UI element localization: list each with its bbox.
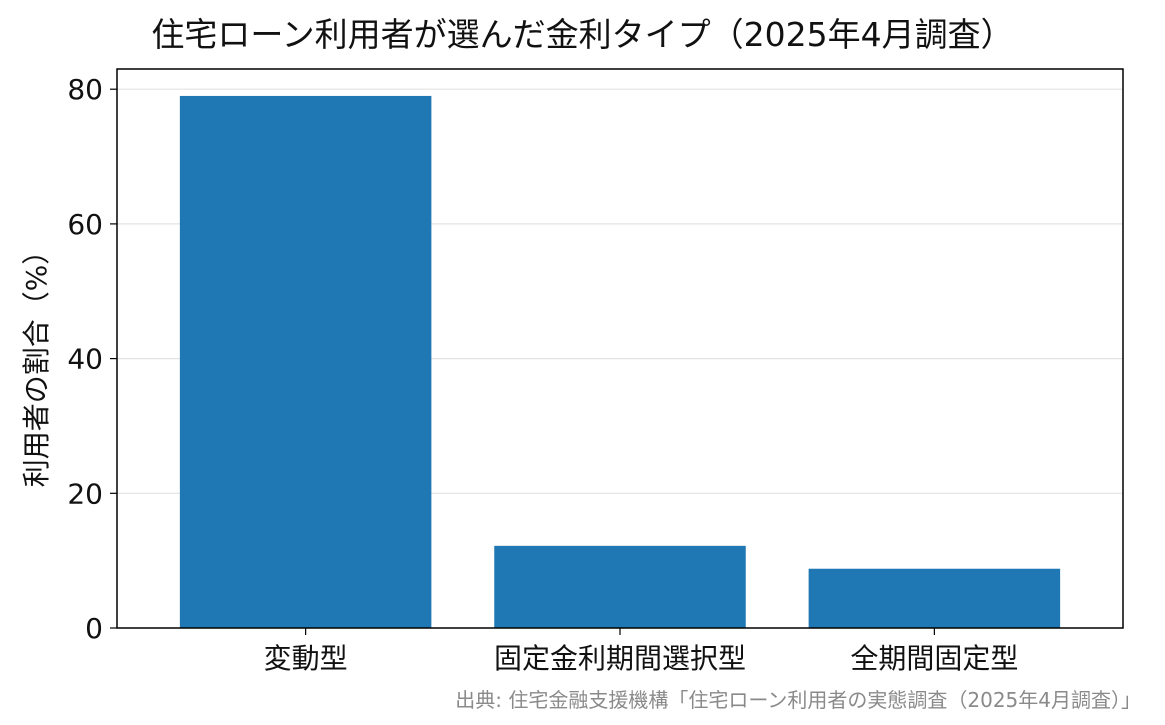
y-tick-label-0: 0 xyxy=(85,612,103,645)
x-tick-label-0: 変動型 xyxy=(264,642,348,675)
y-axis-label: 利用者の割合（%） xyxy=(20,237,53,488)
y-tick-label-40: 40 xyxy=(67,343,103,376)
bar-2 xyxy=(808,568,1061,628)
y-tick-label-60: 60 xyxy=(67,208,103,241)
source-note: 出典: 住宅金融支援機構「住宅ローン利用者の実態調査（2025年4月調査）」 xyxy=(455,688,1141,712)
chart-title: 住宅ローン利用者が選んだ金利タイプ（2025年4月調査） xyxy=(151,15,1014,54)
x-tick-label-2: 全期間固定型 xyxy=(850,642,1018,675)
y-tick-label-20: 20 xyxy=(67,477,103,510)
x-tick-label-1: 固定金利期間選択型 xyxy=(494,642,746,675)
y-tick-label-80: 80 xyxy=(67,73,103,106)
bar-0 xyxy=(179,95,432,628)
bars xyxy=(179,95,1061,628)
bar-1 xyxy=(494,545,746,628)
x-axis-ticks: 変動型 固定金利期間選択型 全期間固定型 xyxy=(264,628,1018,675)
y-axis-ticks: 0 20 40 60 80 xyxy=(67,73,117,645)
